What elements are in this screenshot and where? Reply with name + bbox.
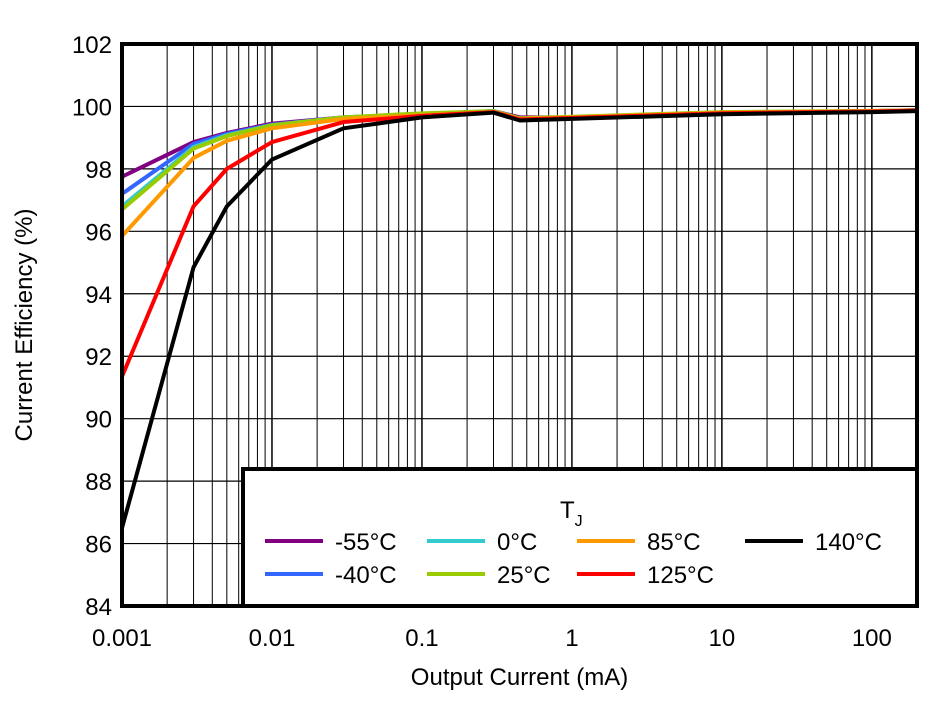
y-tick-label: 98 bbox=[85, 157, 112, 184]
legend-label: 125°C bbox=[647, 562, 714, 589]
x-tick-label: 100 bbox=[852, 625, 892, 652]
x-tick-label: 0.001 bbox=[92, 625, 152, 652]
y-tick-label: 94 bbox=[85, 282, 112, 309]
legend-label: 85°C bbox=[647, 529, 701, 556]
series-line-125°C bbox=[120, 108, 918, 378]
x-tick-label: 0.01 bbox=[249, 625, 296, 652]
legend-label: 0°C bbox=[497, 529, 537, 556]
legend-label: 25°C bbox=[497, 562, 551, 589]
y-tick-label: 100 bbox=[72, 94, 112, 121]
x-tick-label: 0.1 bbox=[405, 625, 438, 652]
series-line--40°C bbox=[120, 108, 918, 196]
legend-box bbox=[241, 467, 919, 608]
y-tick-label: 92 bbox=[85, 344, 112, 371]
y-tick-label: 88 bbox=[85, 469, 112, 496]
legend-label: -40°C bbox=[335, 562, 397, 589]
legend-label: 140°C bbox=[815, 529, 882, 556]
y-tick-label: 102 bbox=[72, 32, 112, 59]
y-tick-label: 96 bbox=[85, 219, 112, 246]
y-tick-label: 90 bbox=[85, 407, 112, 434]
x-tick-label: 10 bbox=[709, 625, 736, 652]
series-line-140°C bbox=[120, 109, 918, 529]
y-axis-label: Current Efficiency (%) bbox=[11, 209, 38, 442]
x-axis-label: Output Current (mA) bbox=[411, 664, 628, 691]
y-tick-label: 84 bbox=[85, 594, 112, 621]
y-tick-label: 86 bbox=[85, 532, 112, 559]
legend-label: -55°C bbox=[335, 529, 397, 556]
legend-title-subscript: J bbox=[575, 513, 583, 530]
x-tick-label: 1 bbox=[565, 625, 578, 652]
